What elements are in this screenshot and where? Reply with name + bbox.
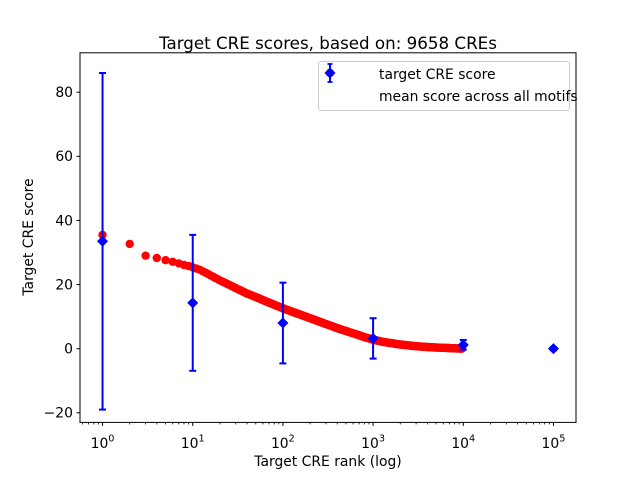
y-tick-label: −20 [44,406,73,422]
y-tick-label: 60 [55,149,73,165]
legend-label: mean score across all motifs [379,89,578,105]
errorbar-series-mean-score [97,71,559,411]
y-tick-label: 40 [55,213,73,229]
scatter-series-target-cre-score [98,230,467,353]
legend: target CRE score mean score across all m… [318,61,578,111]
x-tick-label: 105 [542,433,566,452]
legend-label: target CRE score [379,67,496,83]
y-tick-label: 0 [64,341,73,357]
y-axis: −20 0 20 40 60 80 [44,85,80,422]
y-axis-label: Target CRE score [21,178,37,296]
legend-item-mean-score: mean score across all motifs [324,63,578,108]
x-tick-label: 102 [271,433,295,452]
y-tick-label: 20 [55,277,73,293]
x-axis-label: Target CRE rank (log) [254,454,402,470]
x-axis: 100 101 102 103 104 105 [82,422,566,452]
y-tick-label: 80 [55,85,73,101]
x-tick-label: 104 [451,433,475,452]
chart-title: Target CRE scores, based on: 9658 CREs [159,33,497,53]
x-tick-label: 101 [181,433,205,452]
plot-border [79,52,577,423]
x-tick-label: 103 [361,433,385,452]
legend-item-target-cre-score: target CRE score [325,64,561,86]
blue-diamond-errorbar-marker-icon [324,63,371,108]
x-tick-label: 100 [91,433,115,452]
